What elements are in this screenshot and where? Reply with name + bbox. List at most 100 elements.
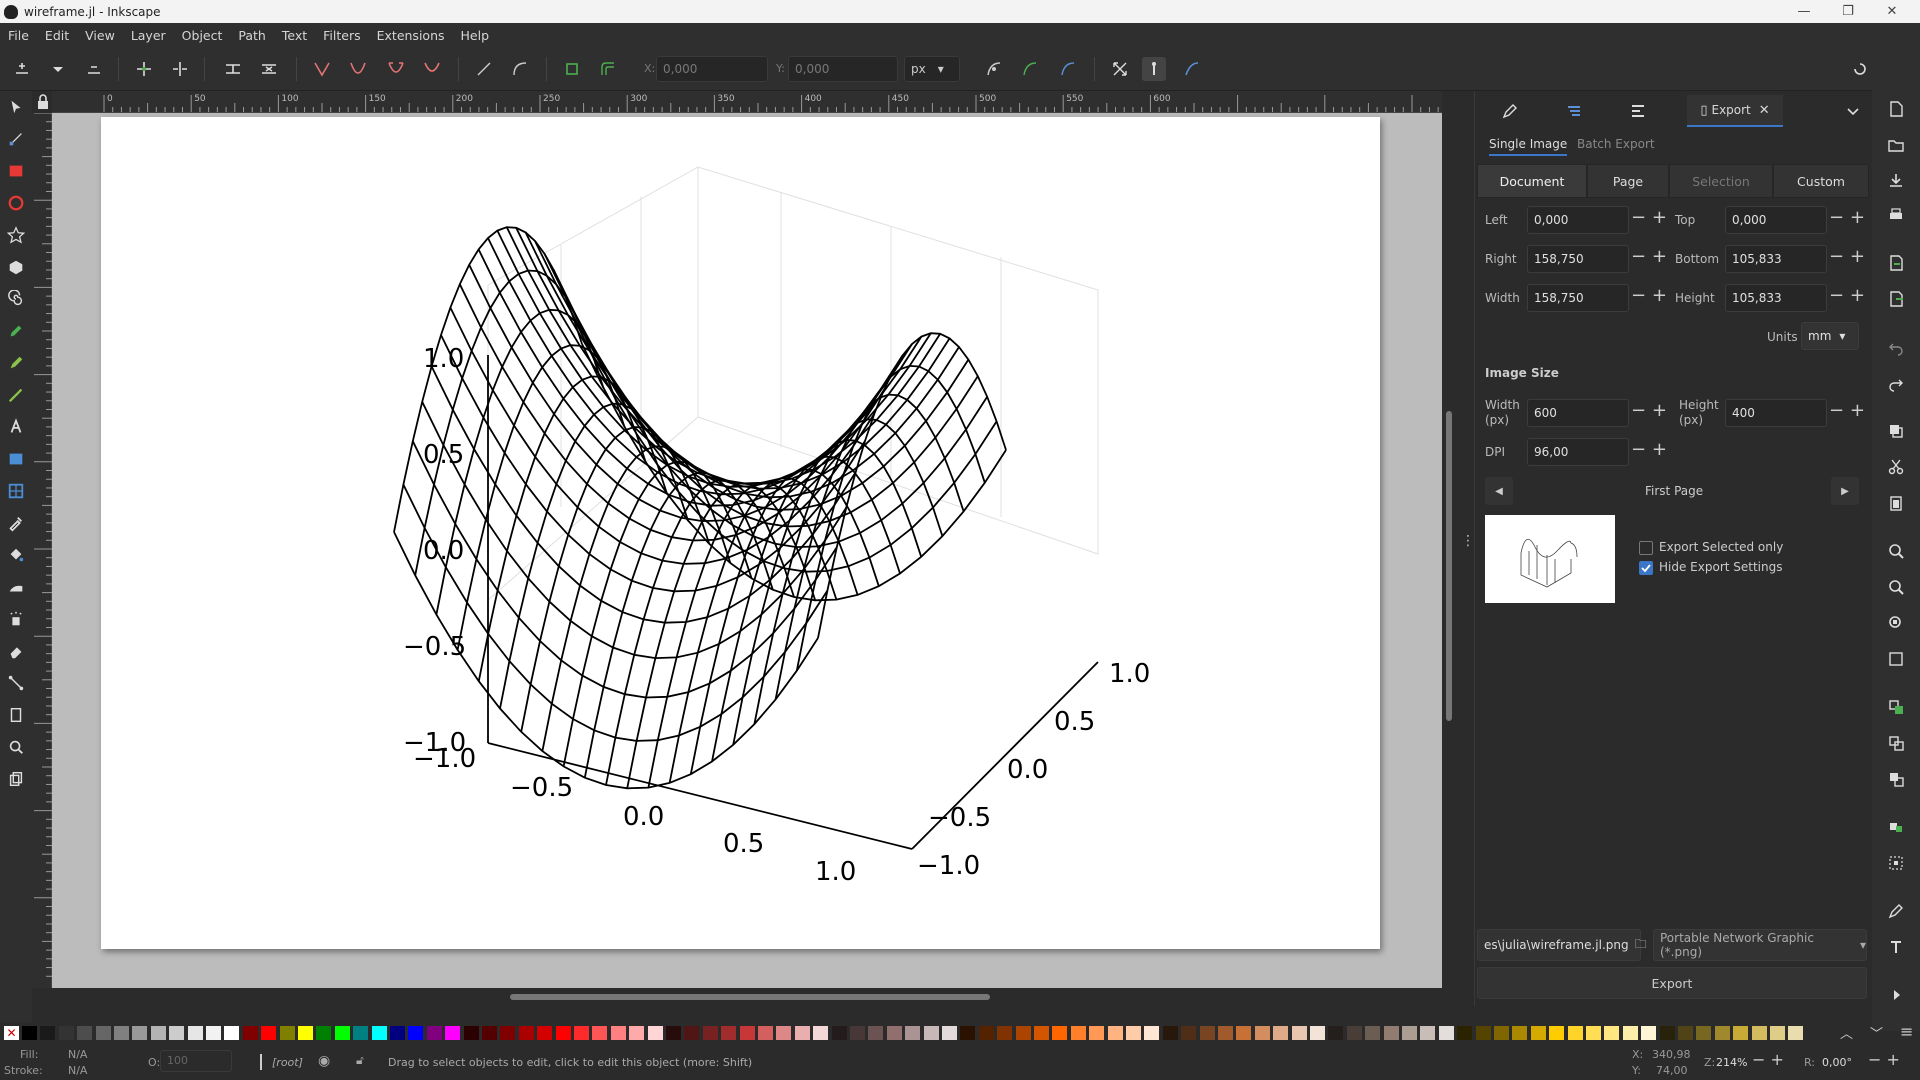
color-swatch[interactable] bbox=[1089, 1026, 1105, 1040]
fill-value[interactable]: N/A bbox=[68, 1048, 88, 1061]
join-nodes-icon[interactable] bbox=[132, 57, 156, 81]
height-stepper[interactable]: − + bbox=[1829, 285, 1865, 306]
units-select[interactable]: mm ▾ bbox=[1801, 322, 1859, 350]
measure-tool-icon[interactable] bbox=[0, 699, 32, 731]
color-swatch[interactable] bbox=[334, 1026, 350, 1040]
width-input[interactable]: 158,750 bbox=[1527, 284, 1629, 312]
document-page[interactable]: 1.0 0.5 0.0 −0.5 −1.0 −1.0 −0.5 0.0 0.5 … bbox=[101, 117, 1380, 949]
object-to-path-icon[interactable] bbox=[560, 57, 584, 81]
rectangle-tool-icon[interactable] bbox=[0, 155, 32, 187]
paste-icon[interactable] bbox=[1886, 493, 1906, 513]
scrollbar-thumb[interactable] bbox=[510, 994, 990, 1000]
color-swatch[interactable] bbox=[169, 1026, 185, 1040]
tab-batch-export[interactable]: Batch Export bbox=[1577, 137, 1655, 151]
canvas[interactable]: 1.0 0.5 0.0 −0.5 −1.0 −1.0 −0.5 0.0 0.5 … bbox=[52, 113, 1442, 988]
fill-stroke-tab-icon[interactable] bbox=[1495, 95, 1525, 127]
folder-icon[interactable]: 🗀 bbox=[1634, 936, 1647, 951]
color-swatch[interactable] bbox=[574, 1026, 589, 1040]
edit-object-icon[interactable] bbox=[1886, 901, 1906, 921]
selector-tool-icon[interactable] bbox=[0, 91, 32, 123]
color-swatch[interactable] bbox=[58, 1026, 74, 1040]
color-swatch[interactable] bbox=[445, 1026, 461, 1040]
color-swatch[interactable] bbox=[1199, 1026, 1215, 1040]
show-mask-icon[interactable] bbox=[1056, 57, 1080, 81]
delete-segment-icon[interactable] bbox=[257, 57, 281, 81]
color-swatch[interactable] bbox=[1291, 1026, 1307, 1040]
hide-export-settings-checkbox[interactable] bbox=[1639, 561, 1653, 575]
show-clip-icon[interactable] bbox=[1018, 57, 1042, 81]
export-icon[interactable] bbox=[1886, 289, 1906, 309]
color-swatch[interactable] bbox=[518, 1026, 534, 1040]
x-coordinate-input[interactable]: 0,000 bbox=[656, 56, 768, 82]
color-swatch[interactable] bbox=[813, 1026, 829, 1040]
tab-export[interactable]: ▯ Export ✕ bbox=[1687, 95, 1783, 127]
lock-icon[interactable]: 🔓︎ bbox=[356, 1053, 364, 1067]
color-swatch[interactable] bbox=[1549, 1026, 1565, 1040]
menu-edit[interactable]: Edit bbox=[44, 27, 70, 43]
import-icon[interactable] bbox=[1886, 253, 1906, 273]
zoom-page-width-icon[interactable] bbox=[1886, 649, 1906, 669]
image-height-stepper[interactable]: − + bbox=[1829, 400, 1865, 421]
color-swatch[interactable] bbox=[1034, 1026, 1049, 1040]
color-swatch[interactable] bbox=[371, 1026, 387, 1040]
color-swatch[interactable] bbox=[95, 1026, 111, 1040]
color-swatch[interactable] bbox=[886, 1026, 902, 1040]
stroke-value[interactable]: N/A bbox=[68, 1064, 88, 1077]
text-tool-icon[interactable] bbox=[0, 411, 32, 443]
horizontal-scrollbar[interactable] bbox=[52, 988, 1442, 1006]
right-stepper[interactable]: − + bbox=[1631, 246, 1667, 267]
cusp-node-icon[interactable] bbox=[310, 57, 334, 81]
pen-tool-icon[interactable] bbox=[0, 315, 32, 347]
menu-help[interactable]: Help bbox=[460, 27, 490, 43]
spray-tool-icon[interactable] bbox=[0, 603, 32, 635]
bottom-stepper[interactable]: − + bbox=[1829, 246, 1865, 267]
pages-tool-icon[interactable] bbox=[0, 763, 32, 795]
pencil-tool-icon[interactable] bbox=[0, 347, 32, 379]
dropper-tool-icon[interactable] bbox=[0, 507, 32, 539]
menu-filters[interactable]: Filters bbox=[323, 27, 361, 43]
y-coordinate-input[interactable]: 0,000 bbox=[788, 56, 898, 82]
maximize-button[interactable]: ❐ bbox=[1842, 4, 1854, 19]
tweak-tool-icon[interactable] bbox=[0, 571, 32, 603]
color-swatch[interactable] bbox=[923, 1026, 939, 1040]
color-swatch[interactable] bbox=[831, 1026, 847, 1040]
save-icon[interactable] bbox=[1886, 171, 1906, 191]
color-swatch[interactable] bbox=[1383, 1026, 1399, 1040]
show-outline-icon[interactable] bbox=[1142, 57, 1166, 81]
unit-select[interactable]: px ▾ bbox=[904, 56, 960, 82]
lock-guides-icon[interactable] bbox=[36, 94, 50, 110]
path-effect-icon[interactable] bbox=[1180, 57, 1204, 81]
group-icon[interactable] bbox=[1886, 817, 1906, 837]
color-swatch[interactable] bbox=[997, 1026, 1013, 1040]
color-swatch[interactable] bbox=[150, 1026, 166, 1040]
color-swatch[interactable] bbox=[1218, 1026, 1233, 1040]
color-swatch[interactable] bbox=[610, 1026, 626, 1040]
gradient-tool-icon[interactable] bbox=[0, 443, 32, 475]
bottom-input[interactable]: 105,833 bbox=[1725, 245, 1827, 273]
current-layer[interactable]: [root] bbox=[272, 1056, 303, 1069]
drag-handle-icon[interactable]: ⋮ bbox=[1461, 533, 1475, 549]
color-swatch[interactable] bbox=[1714, 1026, 1730, 1040]
cut-icon[interactable] bbox=[1886, 457, 1906, 477]
color-swatch[interactable] bbox=[1678, 1026, 1693, 1040]
chevron-down-icon[interactable]: ﹀ bbox=[1870, 1027, 1884, 1042]
new-document-icon[interactable] bbox=[1886, 99, 1906, 119]
chevron-down-icon[interactable] bbox=[1841, 95, 1865, 127]
symmetric-node-icon[interactable] bbox=[384, 57, 408, 81]
filetype-select[interactable]: Portable Network Graphic (*.png) ▾ bbox=[1653, 929, 1867, 961]
spiral-tool-icon[interactable] bbox=[0, 283, 32, 315]
zoom-drawing-icon[interactable] bbox=[1886, 577, 1906, 597]
scrollbar-thumb[interactable] bbox=[1446, 411, 1452, 721]
color-swatch[interactable] bbox=[500, 1026, 516, 1040]
zoom-value[interactable]: 214% bbox=[1716, 1056, 1748, 1069]
color-swatch[interactable] bbox=[1586, 1026, 1601, 1040]
join-segment-icon[interactable] bbox=[221, 57, 245, 81]
color-swatch[interactable] bbox=[1420, 1026, 1436, 1040]
color-swatch[interactable] bbox=[1659, 1026, 1675, 1040]
redo-icon[interactable] bbox=[1886, 373, 1906, 393]
delete-node-icon[interactable] bbox=[82, 57, 106, 81]
color-swatch[interactable] bbox=[132, 1026, 148, 1040]
menu-file[interactable]: File bbox=[8, 27, 29, 43]
rotate-stepper[interactable]: − + bbox=[1868, 1050, 1900, 1069]
color-swatch[interactable] bbox=[1107, 1026, 1123, 1040]
